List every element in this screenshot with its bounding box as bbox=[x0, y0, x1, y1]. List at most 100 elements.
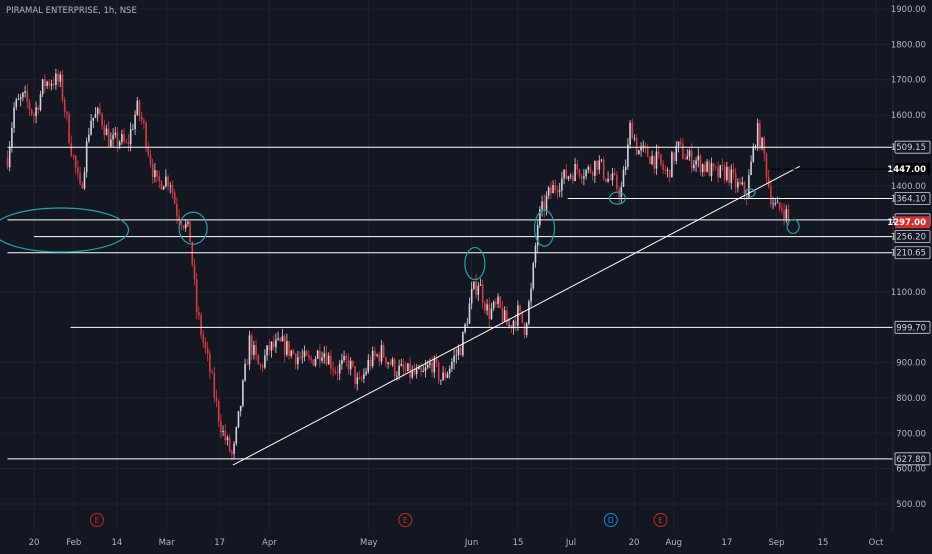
candle-body bbox=[523, 322, 526, 335]
candle-body bbox=[591, 172, 594, 176]
candle-body bbox=[514, 320, 517, 326]
candle-body bbox=[519, 305, 521, 311]
candle-body bbox=[114, 132, 117, 135]
highlight-ellipse[interactable] bbox=[178, 211, 208, 245]
candle-body bbox=[19, 97, 22, 100]
candle-body bbox=[706, 161, 708, 172]
candle-body bbox=[193, 264, 196, 280]
candle-body bbox=[481, 284, 484, 304]
candle-body bbox=[37, 107, 40, 110]
candle-body bbox=[776, 202, 779, 204]
price-tick-label: 1600.00 bbox=[891, 111, 926, 121]
price-tick-label: 1900.00 bbox=[891, 5, 926, 15]
candle-body bbox=[343, 356, 345, 361]
highlight-ellipse[interactable] bbox=[786, 218, 800, 235]
level-label-box bbox=[894, 192, 931, 205]
candle-body bbox=[356, 377, 359, 384]
candle-body bbox=[182, 225, 185, 229]
candle-body bbox=[433, 357, 436, 373]
grid-layer bbox=[0, 0, 893, 530]
candle-body bbox=[17, 99, 20, 101]
candle-body bbox=[734, 173, 737, 188]
candle-body bbox=[125, 141, 128, 143]
candle-body bbox=[347, 359, 350, 370]
highlight-ellipse[interactable] bbox=[464, 246, 486, 281]
candle-body bbox=[785, 209, 788, 219]
earnings-marker[interactable] bbox=[398, 513, 413, 527]
candle-body bbox=[446, 373, 449, 378]
earnings-marker[interactable] bbox=[89, 513, 104, 527]
time-tick-label: 15 bbox=[513, 538, 524, 548]
candle-body bbox=[473, 281, 475, 289]
time-tick-label: 20 bbox=[29, 538, 40, 548]
candle-body bbox=[332, 368, 334, 371]
highlight-ellipse[interactable] bbox=[744, 188, 756, 198]
candle-body bbox=[572, 175, 574, 181]
candle-body bbox=[248, 335, 251, 365]
candle-body bbox=[437, 362, 440, 381]
candle-body bbox=[750, 161, 752, 176]
price-tick-label: 1700.00 bbox=[891, 76, 926, 86]
highlight-ellipse[interactable] bbox=[608, 191, 627, 205]
candle-body bbox=[387, 362, 389, 364]
candle-body bbox=[407, 363, 409, 371]
candle-body bbox=[143, 120, 145, 124]
candle-body bbox=[303, 351, 306, 357]
drawings-layer bbox=[0, 165, 800, 466]
candle-body bbox=[28, 101, 31, 110]
price-badge bbox=[895, 163, 930, 176]
candle-body bbox=[39, 94, 42, 110]
candle-body bbox=[266, 345, 268, 356]
highlight-ellipse[interactable] bbox=[0, 207, 130, 253]
candle-body bbox=[787, 209, 790, 220]
candle-body bbox=[369, 359, 372, 367]
candle-body bbox=[268, 345, 271, 351]
candle-body bbox=[761, 137, 763, 149]
candle-body bbox=[352, 360, 354, 367]
candle-body bbox=[567, 176, 570, 179]
highlight-ellipse[interactable] bbox=[533, 209, 556, 247]
candle-body bbox=[140, 116, 143, 121]
trendline[interactable] bbox=[232, 165, 800, 466]
candle-body bbox=[693, 164, 695, 169]
candle-body bbox=[448, 368, 451, 374]
candle-body bbox=[330, 355, 332, 369]
candle-body bbox=[668, 169, 671, 178]
candle-body bbox=[613, 173, 616, 175]
candle-body bbox=[52, 83, 55, 85]
time-tick-label: Feb bbox=[66, 538, 81, 548]
time-tick-label: 14 bbox=[111, 538, 122, 548]
candle-body bbox=[677, 141, 680, 146]
candle-body bbox=[107, 128, 110, 147]
candle-body bbox=[191, 241, 194, 265]
candle-body bbox=[651, 155, 653, 164]
candle-body bbox=[116, 132, 119, 146]
candle-body bbox=[671, 152, 673, 178]
time-tick-label: Oct bbox=[869, 538, 884, 548]
time-tick-label: 17 bbox=[721, 538, 732, 548]
candle-body bbox=[556, 189, 559, 192]
candle-body bbox=[259, 364, 262, 366]
candle-body bbox=[68, 114, 70, 144]
candle-body bbox=[585, 169, 587, 177]
candle-body bbox=[765, 153, 768, 178]
candle-body bbox=[127, 141, 130, 145]
candle-body bbox=[50, 83, 53, 86]
candle-body bbox=[756, 123, 759, 147]
candle-body bbox=[600, 159, 603, 161]
earnings-marker[interactable] bbox=[653, 513, 668, 527]
candle-body bbox=[763, 137, 766, 154]
candle-body bbox=[103, 125, 106, 136]
price-tick-label: 500.00 bbox=[896, 500, 926, 510]
candle-body bbox=[363, 374, 365, 380]
dividend-marker[interactable] bbox=[603, 513, 618, 527]
candle-body bbox=[275, 339, 277, 348]
candle-body bbox=[646, 146, 649, 157]
candle-body bbox=[345, 356, 348, 360]
candle-body bbox=[596, 160, 598, 170]
candle-body bbox=[468, 303, 471, 324]
candle-body bbox=[327, 355, 330, 365]
